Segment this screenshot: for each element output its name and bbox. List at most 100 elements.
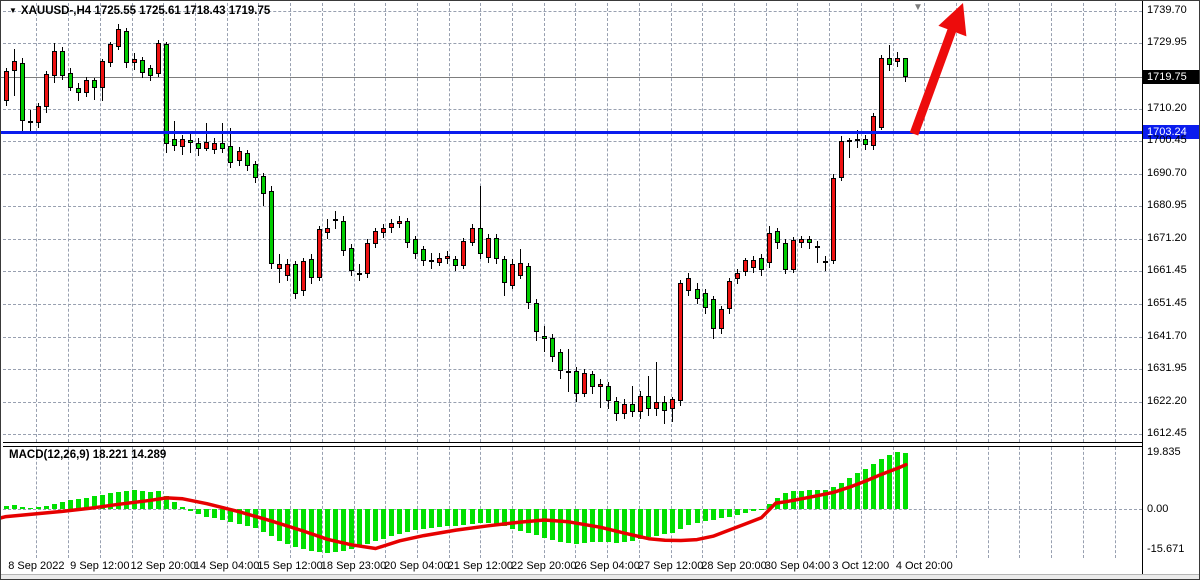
- macd-histogram-bar: [260, 508, 266, 532]
- macd-histogram-bar: [549, 508, 555, 541]
- main-chart-pane[interactable]: [3, 2, 1142, 443]
- macd-histogram-bar: [831, 487, 837, 509]
- vertical-gridline: [353, 3, 355, 442]
- candle-wick: [93, 78, 95, 100]
- bull-candle-body: [509, 264, 515, 286]
- vertical-gridline: [543, 447, 545, 558]
- macd-histogram-bar: [758, 508, 764, 510]
- bull-candle-body: [654, 402, 660, 409]
- vertical-gridline: [36, 447, 38, 558]
- vertical-gridline: [131, 3, 133, 442]
- bull-candle-body: [212, 142, 218, 150]
- macd-histogram-bar: [35, 507, 41, 509]
- macd-histogram-bar: [702, 508, 708, 522]
- candle-wick: [817, 241, 819, 263]
- vertical-gridline: [924, 447, 926, 558]
- bear-candle-body: [630, 403, 636, 413]
- bear-candle-body: [292, 264, 298, 295]
- bull-candle-body: [823, 261, 829, 264]
- vertical-gridline: [226, 3, 228, 442]
- macd-histogram-bar: [397, 508, 403, 534]
- vertical-gridline: [1051, 447, 1053, 558]
- bull-candle-body: [35, 106, 41, 123]
- vertical-gridline: [1019, 447, 1021, 558]
- vertical-gridline: [512, 3, 514, 442]
- macd-histogram-bar: [766, 503, 772, 509]
- bull-candle-body: [365, 242, 371, 275]
- vertical-gridline: [416, 3, 418, 442]
- macd-histogram-bar: [541, 508, 547, 539]
- bear-candle-body: [903, 57, 909, 78]
- macd-histogram-bar: [485, 508, 491, 524]
- time-axis-label: 27 Sep 12:00: [637, 560, 704, 572]
- bull-candle-body: [445, 255, 451, 260]
- price-axis-label: 1680.95: [1147, 199, 1187, 212]
- macd-histogram-bar: [582, 508, 588, 544]
- macd-histogram-bar: [815, 489, 821, 509]
- bull-candle-body: [790, 240, 796, 270]
- macd-histogram-bar: [188, 508, 194, 512]
- horizontal-gridline: [3, 141, 1142, 143]
- bear-candle-body: [357, 272, 363, 275]
- macd-histogram-bar: [83, 497, 89, 509]
- bear-candle-body: [477, 227, 483, 255]
- bull-candle-body: [3, 70, 9, 102]
- candle-wick: [13, 49, 15, 97]
- vertical-gridline: [860, 3, 862, 442]
- bull-candle-body: [284, 264, 290, 276]
- price-axis-label: 1631.95: [1147, 362, 1187, 375]
- horizontal-gridline: [3, 433, 1142, 435]
- macd-histogram-bar: [340, 508, 346, 551]
- bull-candle-body: [373, 231, 379, 245]
- horizontal-gridline: [3, 336, 1142, 338]
- macd-histogram-bar: [284, 508, 290, 544]
- macd-histogram-bar: [43, 506, 49, 509]
- macd-histogram-bar: [670, 508, 676, 533]
- symbol-dropdown-icon[interactable]: ▼: [9, 6, 17, 15]
- horizontal-gridline: [3, 271, 1142, 273]
- bear-candle-body: [815, 246, 821, 248]
- bull-candle-body: [734, 272, 740, 280]
- vertical-gridline: [955, 3, 957, 442]
- horizontal-gridline: [3, 43, 1142, 45]
- macd-histogram-bar: [525, 508, 531, 533]
- bull-candle-body: [855, 138, 861, 141]
- macd-histogram-bar: [19, 506, 25, 509]
- chart-shift-marker-icon[interactable]: ▼: [913, 2, 923, 13]
- macd-histogram-bar: [75, 498, 81, 509]
- macd-histogram-bar: [461, 508, 467, 525]
- time-axis-label: 9 Sep 12:00: [70, 560, 130, 572]
- bull-candle-body: [51, 50, 57, 77]
- chart-title: ▼ XAUUSD-,H4 1725.55 1725.61 1718.43 1719…: [9, 5, 270, 17]
- time-axis[interactable]: [1, 559, 1142, 574]
- vertical-gridline: [480, 3, 482, 442]
- macd-histogram-bar: [389, 508, 395, 537]
- macd-histogram-bar: [646, 508, 652, 538]
- macd-histogram-bar: [742, 508, 748, 514]
- time-axis-label: 30 Sep 04:00: [764, 560, 831, 572]
- time-axis-label: 14 Sep 04:00: [193, 560, 260, 572]
- bull-candle-body: [879, 57, 885, 128]
- bear-candle-body: [91, 79, 97, 89]
- vertical-gridline: [1114, 3, 1116, 442]
- macd-histogram-bar: [308, 508, 314, 551]
- macd-histogram-bar: [798, 490, 804, 509]
- time-axis-label: 15 Sep 12:00: [257, 560, 323, 572]
- bear-candle-body: [710, 299, 716, 330]
- macd-histogram-bar: [3, 506, 9, 509]
- vertical-gridline: [99, 3, 101, 442]
- macd-histogram-bar: [180, 507, 186, 509]
- bear-candle-body: [782, 243, 788, 270]
- bear-candle-body: [340, 221, 346, 251]
- support-line[interactable]: [1, 130, 1142, 134]
- macd-histogram-bar: [694, 508, 700, 524]
- macd-histogram-bar: [718, 508, 724, 519]
- macd-histogram-bar: [172, 502, 178, 509]
- macd-histogram-bar: [573, 508, 579, 544]
- time-axis-label: 22 Sep 20:00: [511, 560, 577, 572]
- bear-candle-body: [590, 373, 596, 388]
- price-axis[interactable]: [1142, 1, 1199, 574]
- macd-histogram-bar: [686, 508, 692, 526]
- macd-histogram-bar: [124, 490, 130, 509]
- bull-candle-body: [622, 403, 628, 414]
